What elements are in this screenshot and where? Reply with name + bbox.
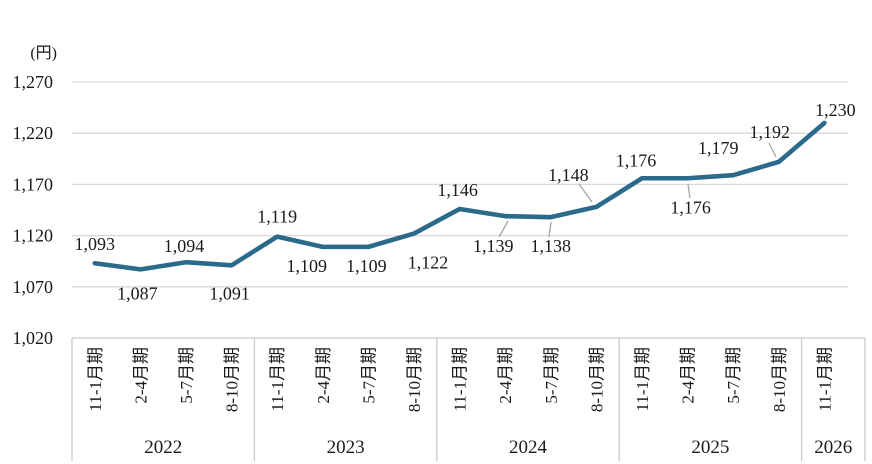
x-category-label: 2-4月期	[679, 347, 698, 404]
x-category-label: 5-7月期	[542, 347, 561, 404]
year-label: 2023	[327, 437, 365, 458]
year-label: 2026	[814, 437, 852, 458]
data-point-label: 1,230	[815, 100, 856, 120]
year-label: 2022	[144, 437, 182, 458]
data-label-leader-line	[768, 142, 777, 158]
x-category-label: 8-10月期	[405, 347, 424, 412]
y-tick-label: 1,270	[13, 72, 54, 92]
data-label-leader-line	[498, 220, 509, 238]
data-point-label: 1,119	[257, 207, 297, 227]
data-label-leader-line	[548, 221, 552, 238]
y-tick-label: 1,220	[13, 123, 54, 143]
y-tick-label: 1,120	[13, 226, 54, 246]
x-category-label: 11-1月期	[451, 347, 470, 412]
data-point-label: 1,094	[164, 236, 205, 256]
data-point-label: 1,122	[408, 253, 449, 273]
x-category-label: 2-4月期	[314, 347, 333, 404]
x-category-label: 11-1月期	[86, 347, 105, 412]
data-point-label: 1,093	[75, 234, 116, 254]
x-category-label: 2-4月期	[496, 347, 515, 404]
data-label-leader-line	[578, 183, 593, 203]
x-category-label: 8-10月期	[587, 347, 606, 412]
x-category-label: 8-10月期	[770, 347, 789, 412]
x-category-label: 5-7月期	[724, 347, 743, 404]
series-line	[92, 120, 827, 272]
x-category-label: 5-7月期	[359, 347, 378, 404]
data-point-label: 1,176	[670, 197, 711, 217]
x-category-label: 11-1月期	[268, 347, 287, 412]
data-point-label: 1,179	[698, 138, 739, 158]
x-category-label: 5-7月期	[177, 347, 196, 404]
data-point-label: 1,139	[473, 236, 514, 256]
data-point-label: 1,087	[117, 283, 158, 303]
y-axis-unit-label: (円)	[30, 45, 57, 62]
data-label-leader-line	[687, 183, 691, 199]
x-category-label: 11-1月期	[815, 347, 834, 412]
data-point-label: 1,146	[437, 180, 478, 200]
y-tick-label: 1,170	[13, 174, 54, 194]
y-tick-label: 1,070	[13, 277, 54, 297]
year-label: 2024	[509, 437, 548, 458]
year-label: 2025	[691, 437, 729, 458]
x-category-label: 8-10月期	[223, 347, 242, 412]
x-category-label: 11-1月期	[633, 347, 652, 412]
data-point-label: 1,192	[750, 122, 791, 142]
x-category-label: 2-4月期	[131, 347, 150, 404]
data-point-label: 1,091	[209, 283, 250, 303]
data-point-label: 1,148	[548, 165, 589, 185]
data-point-label: 1,109	[287, 256, 328, 276]
y-tick-label: 1,020	[13, 328, 54, 348]
data-point-label: 1,176	[616, 150, 657, 170]
data-point-label: 1,109	[346, 256, 387, 276]
data-point-label: 1,138	[531, 236, 572, 256]
